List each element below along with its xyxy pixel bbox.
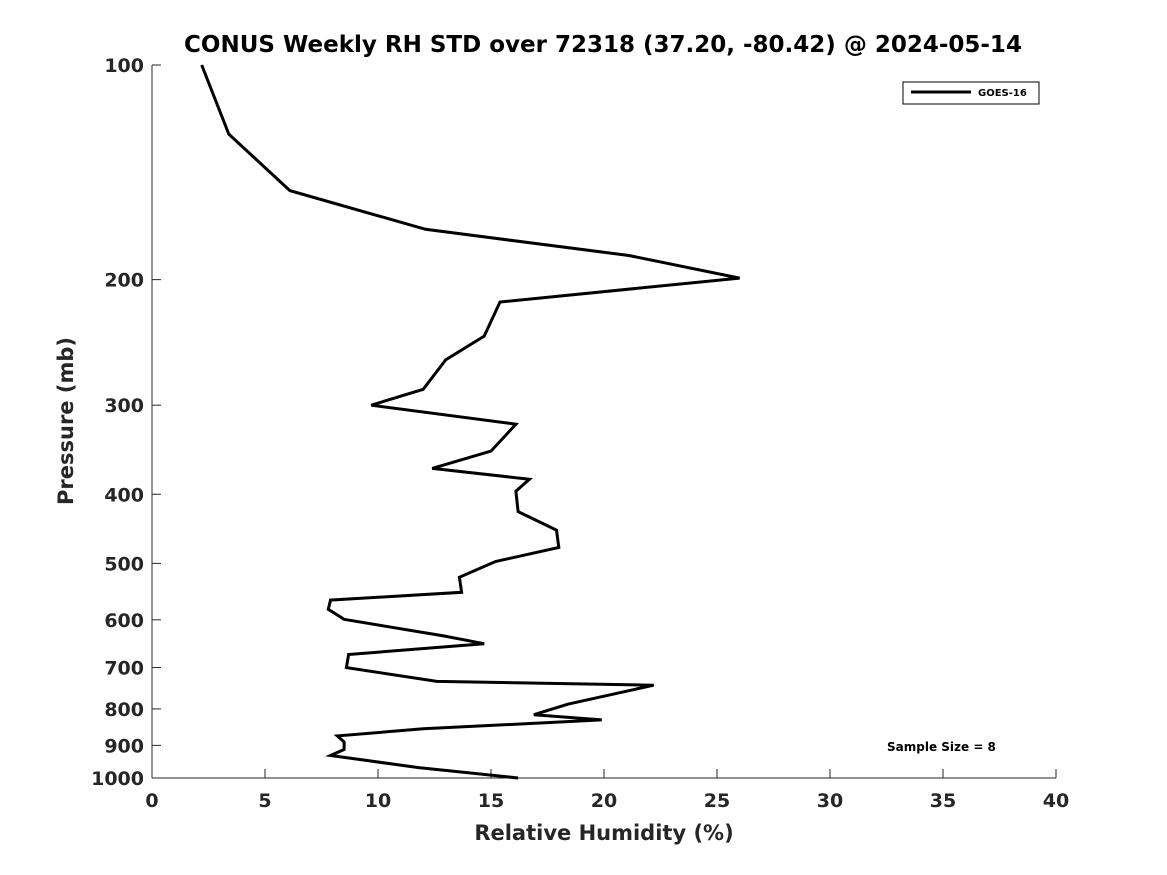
y-tick-label: 600 xyxy=(104,610,144,632)
y-ticks: 100 200 300 400 500 600 700 800 900 1000 xyxy=(91,55,161,790)
x-tick-label: 10 xyxy=(365,790,391,812)
x-tick-label: 15 xyxy=(478,790,504,812)
legend: GOES-16 xyxy=(902,81,1040,105)
y-tick-label: 400 xyxy=(104,484,144,506)
y-tick-label: 100 xyxy=(104,55,144,77)
y-tick-label: 900 xyxy=(104,735,144,757)
y-tick-label: 700 xyxy=(104,658,144,680)
x-axis-label: Relative Humidity (%) xyxy=(474,821,733,845)
x-tick-label: 5 xyxy=(258,790,271,812)
plot-area: 0 5 10 15 20 25 30 35 40 100 200 300 400 500 600 700 80… xyxy=(91,55,1069,812)
x-tick-label: 20 xyxy=(591,790,617,812)
y-axis-label: Pressure (mb) xyxy=(54,337,78,505)
y-tick-label: 200 xyxy=(104,270,144,292)
y-tick-label: 500 xyxy=(104,553,144,575)
x-tick-label: 35 xyxy=(930,790,956,812)
x-tick-label: 0 xyxy=(145,790,158,812)
y-tick-label: 300 xyxy=(104,395,144,417)
x-tick-label: 30 xyxy=(817,790,843,812)
sample-size-annotation: Sample Size = 8 xyxy=(887,740,996,754)
series-line-goes-16 xyxy=(200,64,740,780)
x-ticks: 0 5 10 15 20 25 30 35 40 xyxy=(145,769,1069,812)
y-tick-label: 1000 xyxy=(91,768,144,790)
y-tick-label: 800 xyxy=(104,699,144,721)
x-tick-label: 40 xyxy=(1043,790,1069,812)
legend-label: GOES-16 xyxy=(978,88,1027,99)
chart-title: CONUS Weekly RH STD over 72318 (37.20, -… xyxy=(184,32,1022,58)
x-tick-label: 25 xyxy=(704,790,730,812)
